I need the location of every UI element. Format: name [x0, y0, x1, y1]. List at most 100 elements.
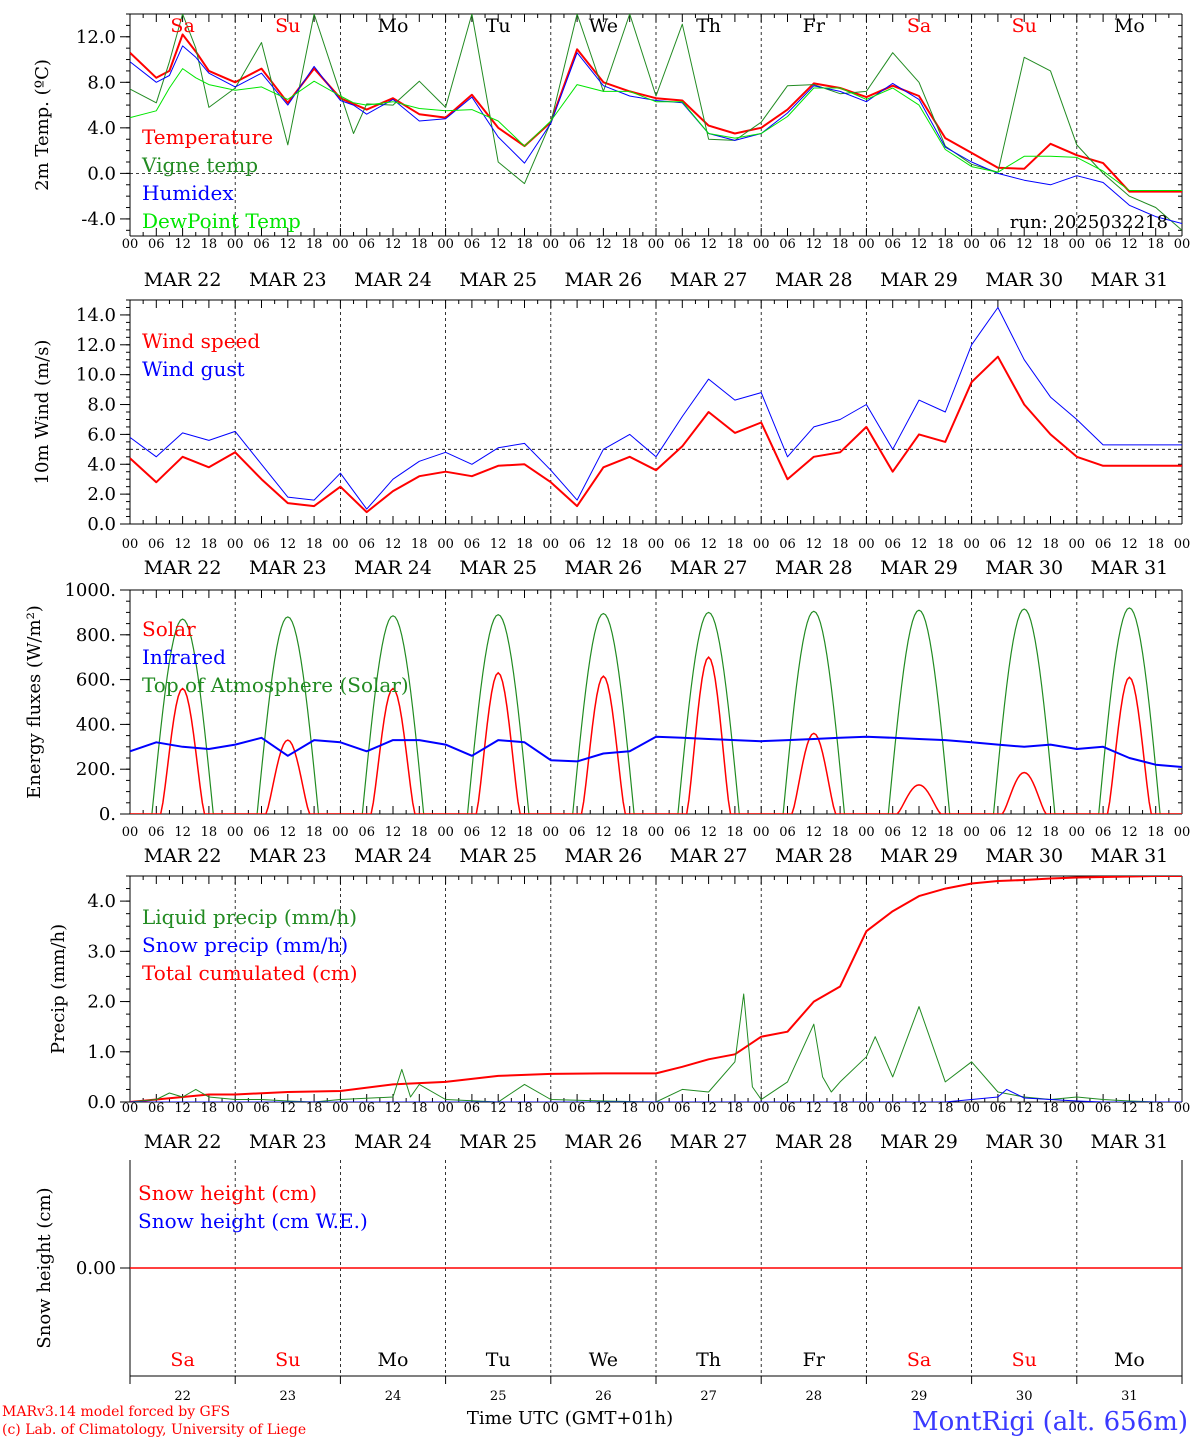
date-label: MAR 29: [880, 845, 958, 867]
day-name-label: Fr: [803, 1349, 826, 1371]
hour-tick-label: 12: [174, 537, 191, 552]
date-label: MAR 29: [880, 269, 958, 291]
hour-tick-label: 00: [122, 1101, 139, 1116]
hour-tick-label: 18: [516, 1101, 533, 1116]
date-label: MAR 22: [144, 269, 222, 291]
hour-tick-label: 12: [1016, 825, 1033, 840]
hour-tick-label: 06: [884, 237, 901, 252]
hour-tick-label: 00: [753, 237, 770, 252]
day-number-label: 29: [911, 1389, 928, 1404]
legend-entry: Top of Atmosphere (Solar): [142, 673, 409, 697]
lab-credit-line: (c) Lab. of Climatology, University of L…: [2, 1422, 306, 1438]
hour-tick-label: 12: [806, 825, 823, 840]
y-tick-label: 0.0: [87, 514, 116, 535]
hour-tick-label: 18: [201, 237, 218, 252]
date-label: MAR 23: [249, 845, 327, 867]
series-solar: [130, 656, 1182, 814]
hour-tick-label: 18: [937, 1101, 954, 1116]
date-label: MAR 26: [565, 1131, 643, 1153]
y-tick-label: 400.: [76, 714, 116, 735]
hour-tick-label: 06: [990, 237, 1007, 252]
hour-tick-label: 06: [464, 825, 481, 840]
hour-tick-label: 06: [990, 825, 1007, 840]
hour-tick-label: 06: [569, 825, 586, 840]
hour-tick-label: 00: [1174, 237, 1191, 252]
hour-tick-label: 12: [280, 237, 297, 252]
hour-tick-label: 00: [122, 825, 139, 840]
y-tick-label: 4.0: [87, 891, 116, 912]
day-number-label: 25: [490, 1389, 507, 1404]
series-temperature: [130, 33, 1182, 193]
day-name-label: Su: [1012, 15, 1037, 37]
y-tick-label: 2.0: [87, 992, 116, 1013]
hour-tick-label: 06: [674, 1101, 691, 1116]
hour-tick-label: 18: [1042, 825, 1059, 840]
hour-tick-label: 18: [201, 1101, 218, 1116]
hour-tick-label: 06: [569, 237, 586, 252]
day-name-label: Mo: [378, 15, 409, 37]
hour-tick-label: 12: [385, 537, 402, 552]
date-label: MAR 26: [565, 557, 643, 579]
day-name-label: Sa: [907, 1349, 931, 1371]
hour-tick-label: 12: [490, 1101, 507, 1116]
hour-tick-label: 00: [1174, 1101, 1191, 1116]
hour-tick-label: 06: [148, 1101, 165, 1116]
hour-tick-label: 00: [648, 1101, 665, 1116]
hour-tick-label: 06: [148, 537, 165, 552]
hour-tick-label: 18: [1147, 537, 1164, 552]
day-name-label: Mo: [1114, 1349, 1145, 1371]
date-label: MAR 22: [144, 557, 222, 579]
date-label: MAR 29: [880, 1131, 958, 1153]
hour-tick-label: 12: [911, 237, 928, 252]
day-name-label: Sa: [170, 15, 194, 37]
hour-tick-label: 18: [621, 1101, 638, 1116]
hour-tick-label: 06: [779, 825, 796, 840]
hour-tick-label: 06: [358, 825, 375, 840]
series-snow-precip-mm-h-: [130, 1088, 1182, 1102]
hour-tick-label: 18: [411, 537, 428, 552]
legend-entry: Liquid precip (mm/h): [142, 905, 357, 929]
hour-tick-label: 06: [148, 825, 165, 840]
y-tick-label: 800.: [76, 625, 116, 646]
plot-area: [130, 607, 1182, 814]
hour-tick-label: 12: [806, 537, 823, 552]
hour-tick-label: 06: [1095, 825, 1112, 840]
day-number-label: 28: [806, 1389, 823, 1404]
hour-tick-label: 00: [858, 537, 875, 552]
date-label: MAR 25: [459, 557, 537, 579]
hour-tick-label: 18: [306, 537, 323, 552]
legend-entry: Solar: [142, 617, 196, 641]
hour-tick-label: 12: [911, 537, 928, 552]
legend-entry: Snow precip (mm/h): [142, 933, 348, 957]
legend-entry: Humidex: [142, 181, 234, 205]
day-number-label: 30: [1016, 1389, 1033, 1404]
date-label: MAR 28: [775, 557, 853, 579]
day-name-label: Mo: [1114, 15, 1145, 37]
date-label: MAR 23: [249, 557, 327, 579]
date-label: MAR 23: [249, 1131, 327, 1153]
hour-tick-label: 00: [1174, 825, 1191, 840]
hour-tick-label: 12: [174, 237, 191, 252]
hour-tick-label: 12: [174, 1101, 191, 1116]
y-tick-label: 1.0: [87, 1042, 116, 1063]
day-name-label: Sa: [170, 1349, 194, 1371]
hour-tick-label: 00: [437, 237, 454, 252]
hour-tick-label: 00: [1069, 537, 1086, 552]
hour-tick-label: 00: [1069, 825, 1086, 840]
date-label: MAR 22: [144, 845, 222, 867]
day-number-label: 27: [700, 1389, 717, 1404]
hour-tick-label: 06: [674, 825, 691, 840]
hour-tick-label: 18: [832, 1101, 849, 1116]
date-label: MAR 30: [985, 269, 1063, 291]
series-wind-speed: [130, 355, 1182, 514]
hour-tick-label: 18: [621, 537, 638, 552]
series-top-of-atmosphere: [130, 607, 1182, 814]
hour-tick-label: 00: [543, 1101, 560, 1116]
hour-tick-label: 18: [1042, 237, 1059, 252]
day-name-label: Su: [275, 15, 300, 37]
hour-tick-label: 06: [358, 1101, 375, 1116]
hour-tick-label: 18: [727, 825, 744, 840]
day-name-label: Su: [1012, 1349, 1037, 1371]
hour-tick-label: 12: [1121, 237, 1138, 252]
hour-tick-label: 18: [937, 825, 954, 840]
